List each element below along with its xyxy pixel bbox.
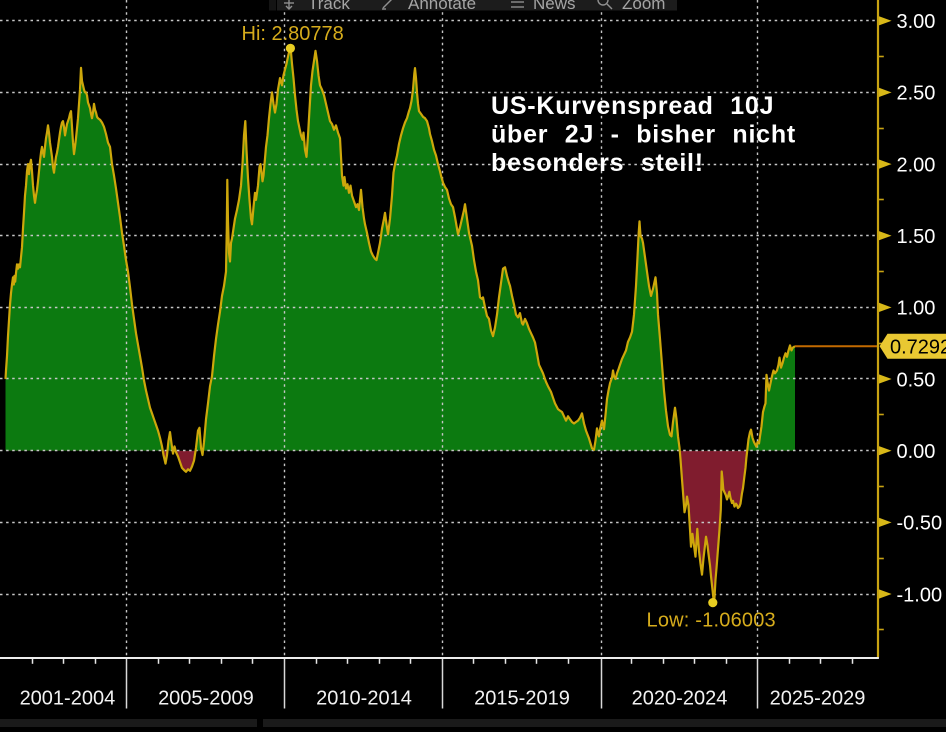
svg-text:über 2J - bisher nicht: über 2J - bisher nicht: [491, 120, 796, 148]
svg-text:2010-2014: 2010-2014: [316, 688, 412, 710]
svg-text:2020-2024: 2020-2024: [632, 688, 728, 710]
svg-text:2.00: 2.00: [897, 154, 936, 176]
svg-text:2025-2029: 2025-2029: [770, 688, 866, 710]
svg-text:0.50: 0.50: [897, 369, 936, 391]
svg-text:-0.50: -0.50: [897, 513, 943, 535]
svg-text:Low: -1.06003: Low: -1.06003: [647, 610, 776, 632]
svg-text:US-Kurvenspread 10J: US-Kurvenspread 10J: [491, 92, 774, 120]
svg-text:2001-2004: 2001-2004: [20, 688, 116, 710]
svg-text:2015-2019: 2015-2019: [474, 688, 570, 710]
svg-text:News: News: [533, 0, 576, 13]
svg-text:Zoom: Zoom: [622, 0, 665, 13]
svg-text:3.00: 3.00: [897, 11, 936, 33]
svg-text:Annotate: Annotate: [408, 0, 476, 13]
svg-text:1.00: 1.00: [897, 298, 936, 320]
svg-text:1.50: 1.50: [897, 226, 936, 248]
svg-text:2.50: 2.50: [897, 83, 936, 105]
svg-text:0.7292: 0.7292: [890, 337, 946, 359]
svg-text:-1.00: -1.00: [897, 584, 943, 606]
svg-text:2005-2009: 2005-2009: [158, 688, 254, 710]
svg-text:0.00: 0.00: [897, 441, 936, 463]
svg-text:Track: Track: [308, 0, 350, 13]
svg-text:Hi: 2.80778: Hi: 2.80778: [242, 23, 344, 45]
svg-text:besonders steil!: besonders steil!: [491, 149, 704, 177]
